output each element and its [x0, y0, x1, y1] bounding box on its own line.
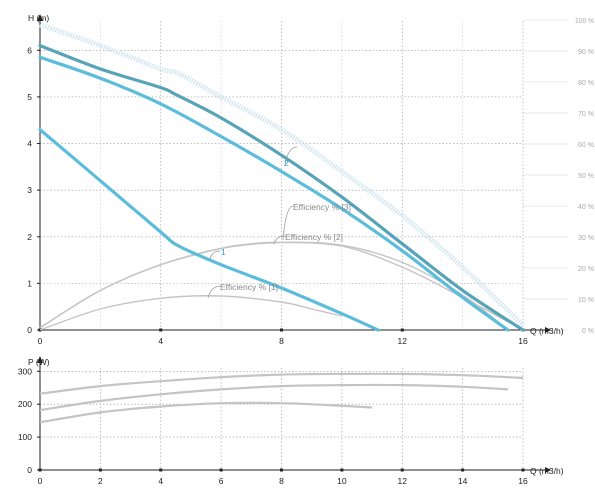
eff-scale-tick-label: 30 % — [578, 235, 594, 242]
efficiency-curve — [39, 241, 524, 331]
y-tick-label: 4 — [27, 139, 32, 149]
curve-number-1: 1 — [221, 247, 226, 257]
x-tick-marker — [400, 328, 404, 332]
x-tick-marker — [38, 468, 42, 472]
x-tick-label: 16 — [518, 336, 528, 346]
eff-scale-tick-label: 100 % — [575, 18, 594, 25]
eff-scale-tick-label: 20 % — [578, 266, 594, 273]
x-axis-label: Q (m3/h) — [530, 326, 564, 336]
curve-number-2: 2 — [284, 158, 289, 168]
head-curve — [38, 128, 380, 332]
x-tick-label: 4 — [158, 476, 163, 486]
y-tick-label: 2 — [27, 232, 32, 242]
x-axis-label: Q (m3/h) — [530, 466, 564, 476]
y-axis-arrow — [37, 14, 43, 21]
eff-scale-tick-label: 70 % — [578, 111, 594, 118]
y-tick-label: 200 — [18, 399, 32, 409]
y-axis-label: H (m) — [28, 13, 49, 23]
max-efficiency-curve — [39, 22, 525, 328]
y-tick-label: 300 — [18, 366, 32, 376]
x-tick-marker — [461, 468, 465, 472]
leader-line — [207, 285, 222, 299]
x-tick-marker — [159, 328, 163, 332]
y-tick-label: 100 — [18, 432, 32, 442]
eff-scale-tick-label: 50 % — [578, 173, 594, 180]
y-tick-label: 5 — [27, 92, 32, 102]
y-axis-arrow — [37, 356, 43, 363]
x-axis-arrow — [545, 327, 551, 333]
eff-scale-tick-label: 80 % — [578, 80, 594, 87]
y-tick-label: 0 — [27, 465, 32, 475]
eff-scale-tick-label: 90 % — [578, 49, 594, 56]
x-tick-label: 16 — [518, 476, 528, 486]
head-curve — [38, 44, 525, 332]
efficiency-label-2: Efficiency % [2] — [285, 232, 343, 242]
x-tick-label: 12 — [398, 476, 408, 486]
x-tick-marker — [400, 468, 404, 472]
efficiency-label-3: Efficiency % [3] — [293, 202, 351, 212]
efficiency-curve — [39, 295, 343, 331]
x-tick-label: 8 — [279, 476, 284, 486]
x-tick-marker — [159, 468, 163, 472]
eff-scale-tick-label: 0 % — [582, 328, 594, 335]
x-tick-label: 6 — [219, 476, 224, 486]
power-curve — [39, 383, 508, 412]
x-axis-arrow — [545, 467, 551, 473]
x-tick-label: 0 — [38, 336, 43, 346]
x-tick-marker — [521, 468, 525, 472]
y-tick-label: 6 — [27, 45, 32, 55]
leader-line — [209, 250, 221, 260]
x-tick-marker — [280, 468, 283, 472]
x-tick-marker — [340, 468, 344, 472]
x-tick-label: 8 — [279, 336, 284, 346]
eff-scale-tick-label: 40 % — [578, 204, 594, 211]
y-tick-label: 0 — [27, 325, 32, 335]
x-tick-label: 2 — [98, 476, 103, 486]
eff-scale-tick-label: 60 % — [578, 142, 594, 149]
y-tick-label: 3 — [27, 185, 32, 195]
y-tick-label: 1 — [27, 278, 32, 288]
leader-line — [284, 146, 298, 166]
power-curve — [39, 401, 373, 424]
x-tick-marker — [98, 468, 102, 472]
y-axis-label: P (W) — [28, 357, 50, 367]
x-tick-label: 12 — [398, 336, 408, 346]
eff-scale-tick-label: 10 % — [578, 297, 594, 304]
x-tick-marker — [219, 468, 223, 472]
power-curve — [39, 372, 524, 395]
head-curve — [38, 55, 510, 332]
x-tick-label: 4 — [158, 336, 163, 346]
x-tick-label: 10 — [337, 476, 347, 486]
x-tick-label: 14 — [458, 476, 468, 486]
efficiency-label-1: Efficiency % [1] — [220, 282, 278, 292]
leader-line — [282, 205, 294, 241]
x-tick-marker — [280, 328, 283, 332]
x-tick-label: 0 — [38, 476, 43, 486]
